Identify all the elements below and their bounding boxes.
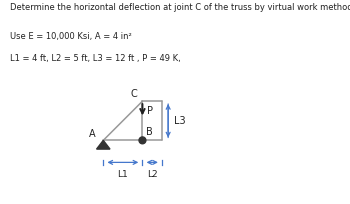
Text: B: B (146, 127, 153, 137)
Text: L2: L2 (147, 170, 158, 179)
Circle shape (139, 137, 146, 144)
Text: Use E = 10,000 Ksi, A = 4 in²: Use E = 10,000 Ksi, A = 4 in² (10, 32, 132, 41)
Text: A: A (89, 129, 96, 139)
Text: P: P (147, 106, 153, 116)
Polygon shape (97, 140, 110, 149)
Text: Determine the horizontal deflection at joint C of the truss by virtual work meth: Determine the horizontal deflection at j… (10, 3, 350, 12)
Text: L3: L3 (174, 116, 186, 126)
Text: L1 = 4 ft, L2 = 5 ft, L3 = 12 ft , P = 49 K,: L1 = 4 ft, L2 = 5 ft, L3 = 12 ft , P = 4… (10, 54, 181, 63)
Text: C: C (131, 89, 138, 99)
Text: L1: L1 (118, 170, 128, 179)
